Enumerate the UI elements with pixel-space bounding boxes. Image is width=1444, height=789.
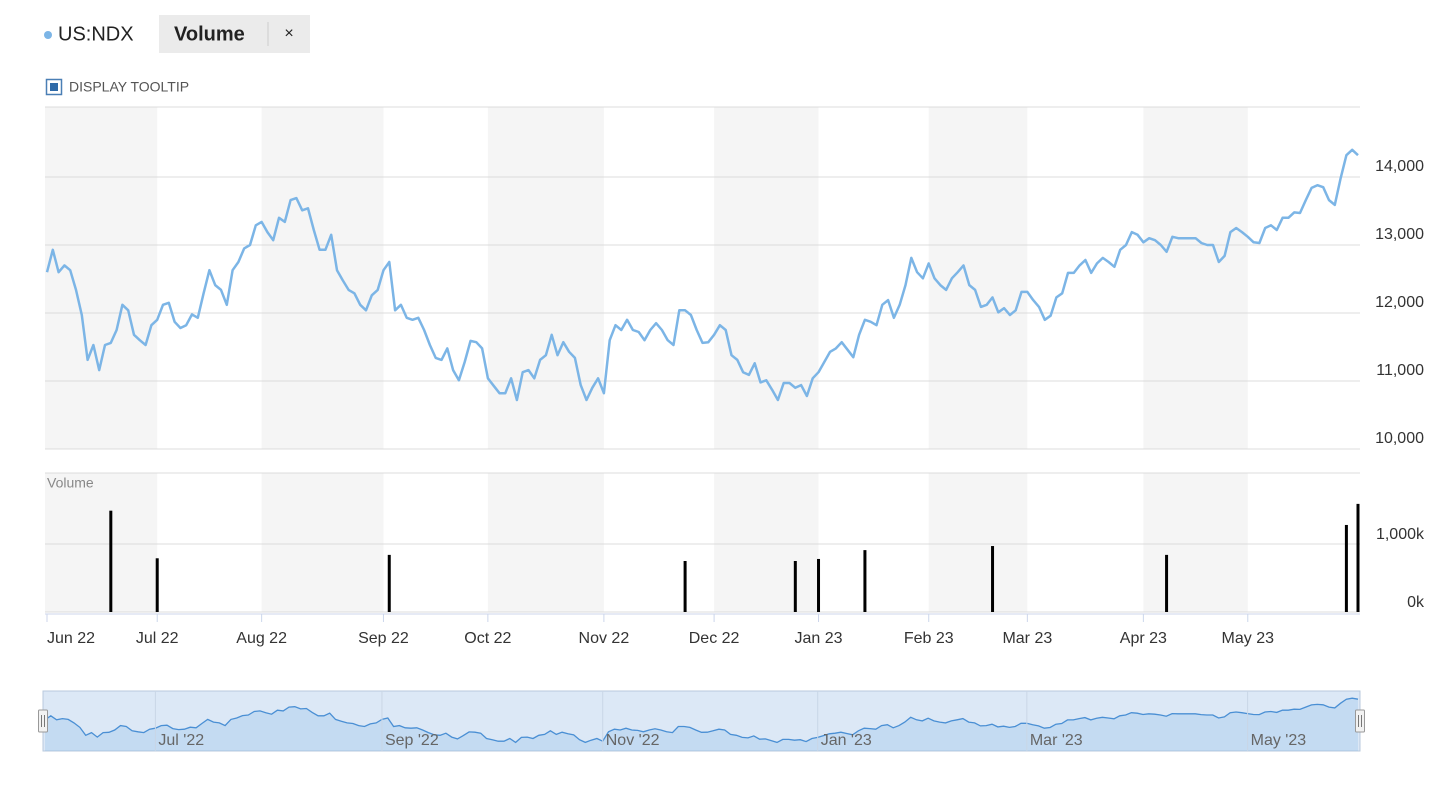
x-tick-label: Feb 23 (904, 630, 954, 647)
volume-bar (863, 550, 867, 612)
navigator-window (42, 690, 1361, 752)
pane-title: Volume (47, 475, 94, 491)
legend-series[interactable]: US:NDX (58, 23, 134, 45)
volume-bar (155, 558, 159, 612)
volume-bar (1344, 524, 1348, 612)
volume-bar (683, 561, 687, 612)
month-band (1143, 473, 1248, 612)
y2-tick-label: 0k (1407, 594, 1425, 611)
x-tick-label: Sep 22 (358, 630, 409, 647)
x-tick-label: Dec 22 (689, 630, 740, 647)
y2-tick-label: 1,000k (1376, 526, 1425, 543)
marks (45, 148, 1360, 612)
volume-bar (991, 546, 995, 612)
navigator-area (45, 698, 1358, 751)
price-line (45, 148, 1359, 402)
legend: US:NDX Volume × (44, 15, 310, 53)
legend-dot (44, 31, 52, 39)
month-band (714, 107, 819, 449)
checkbox-mark (50, 83, 58, 91)
month-band (261, 107, 384, 449)
legend-series[interactable]: Volume (174, 23, 245, 45)
navigator-handle[interactable] (38, 709, 48, 733)
x-tick-label: Apr 23 (1120, 630, 1167, 647)
volume-tab[interactable] (159, 15, 310, 53)
navigator-label: Nov '22 (606, 732, 660, 749)
month-band (45, 107, 158, 449)
navigator-label: Sep '22 (385, 732, 439, 749)
x-tick-label: Jun 22 (47, 630, 95, 647)
y-tick-label: 14,000 (1375, 158, 1424, 175)
volume-bar (793, 561, 797, 612)
x-tick-label: Nov 22 (579, 630, 630, 647)
y-tick-label: 10,000 (1375, 430, 1424, 447)
axes: 10,000 11,000 12,000 13,000 14,000 0k 1,000k Vo… (45, 158, 1425, 647)
navigator-label: May '23 (1251, 732, 1307, 749)
x-tick-label: May 23 (1222, 630, 1275, 647)
month-band (1143, 107, 1248, 449)
month-band (487, 473, 604, 612)
navigator-handle[interactable] (1355, 709, 1365, 733)
navigator-line (44, 697, 1359, 744)
x-tick-label: Mar 23 (1002, 630, 1052, 647)
volume-bar (817, 558, 821, 612)
navigator-label: Jul '22 (158, 732, 204, 749)
bands (45, 107, 1248, 612)
grid (45, 106, 1360, 613)
navigator[interactable]: Jul '22 Sep '22 Nov '22 Jan '23 Mar '23 May '… (38, 690, 1365, 752)
x-tick-label: Jul 22 (136, 630, 179, 647)
x-tick-label: Aug 22 (236, 630, 287, 647)
month-band (45, 473, 158, 612)
x-tick-label: Jan 23 (794, 630, 842, 647)
x-tick-label: Oct 22 (464, 630, 511, 647)
navigator-label: Jan '23 (821, 732, 872, 749)
volume-bar (1356, 503, 1360, 612)
volume-bar (109, 510, 113, 612)
month-band (928, 107, 1028, 449)
navigator-label: Mar '23 (1030, 732, 1083, 749)
volume-bar (1165, 554, 1169, 612)
y-tick-label: 11,000 (1376, 362, 1424, 379)
tooltip-toggle[interactable]: DISPLAY TOOLTIP (45, 79, 190, 96)
y-tick-label: 12,000 (1375, 294, 1424, 311)
month-band (261, 473, 384, 612)
checkbox-label[interactable]: DISPLAY TOOLTIP (69, 79, 189, 95)
volume-bar (387, 554, 391, 612)
month-band (714, 473, 819, 612)
close-button[interactable]: × (284, 25, 293, 42)
y-tick-label: 13,000 (1375, 226, 1424, 243)
month-band (928, 473, 1028, 612)
